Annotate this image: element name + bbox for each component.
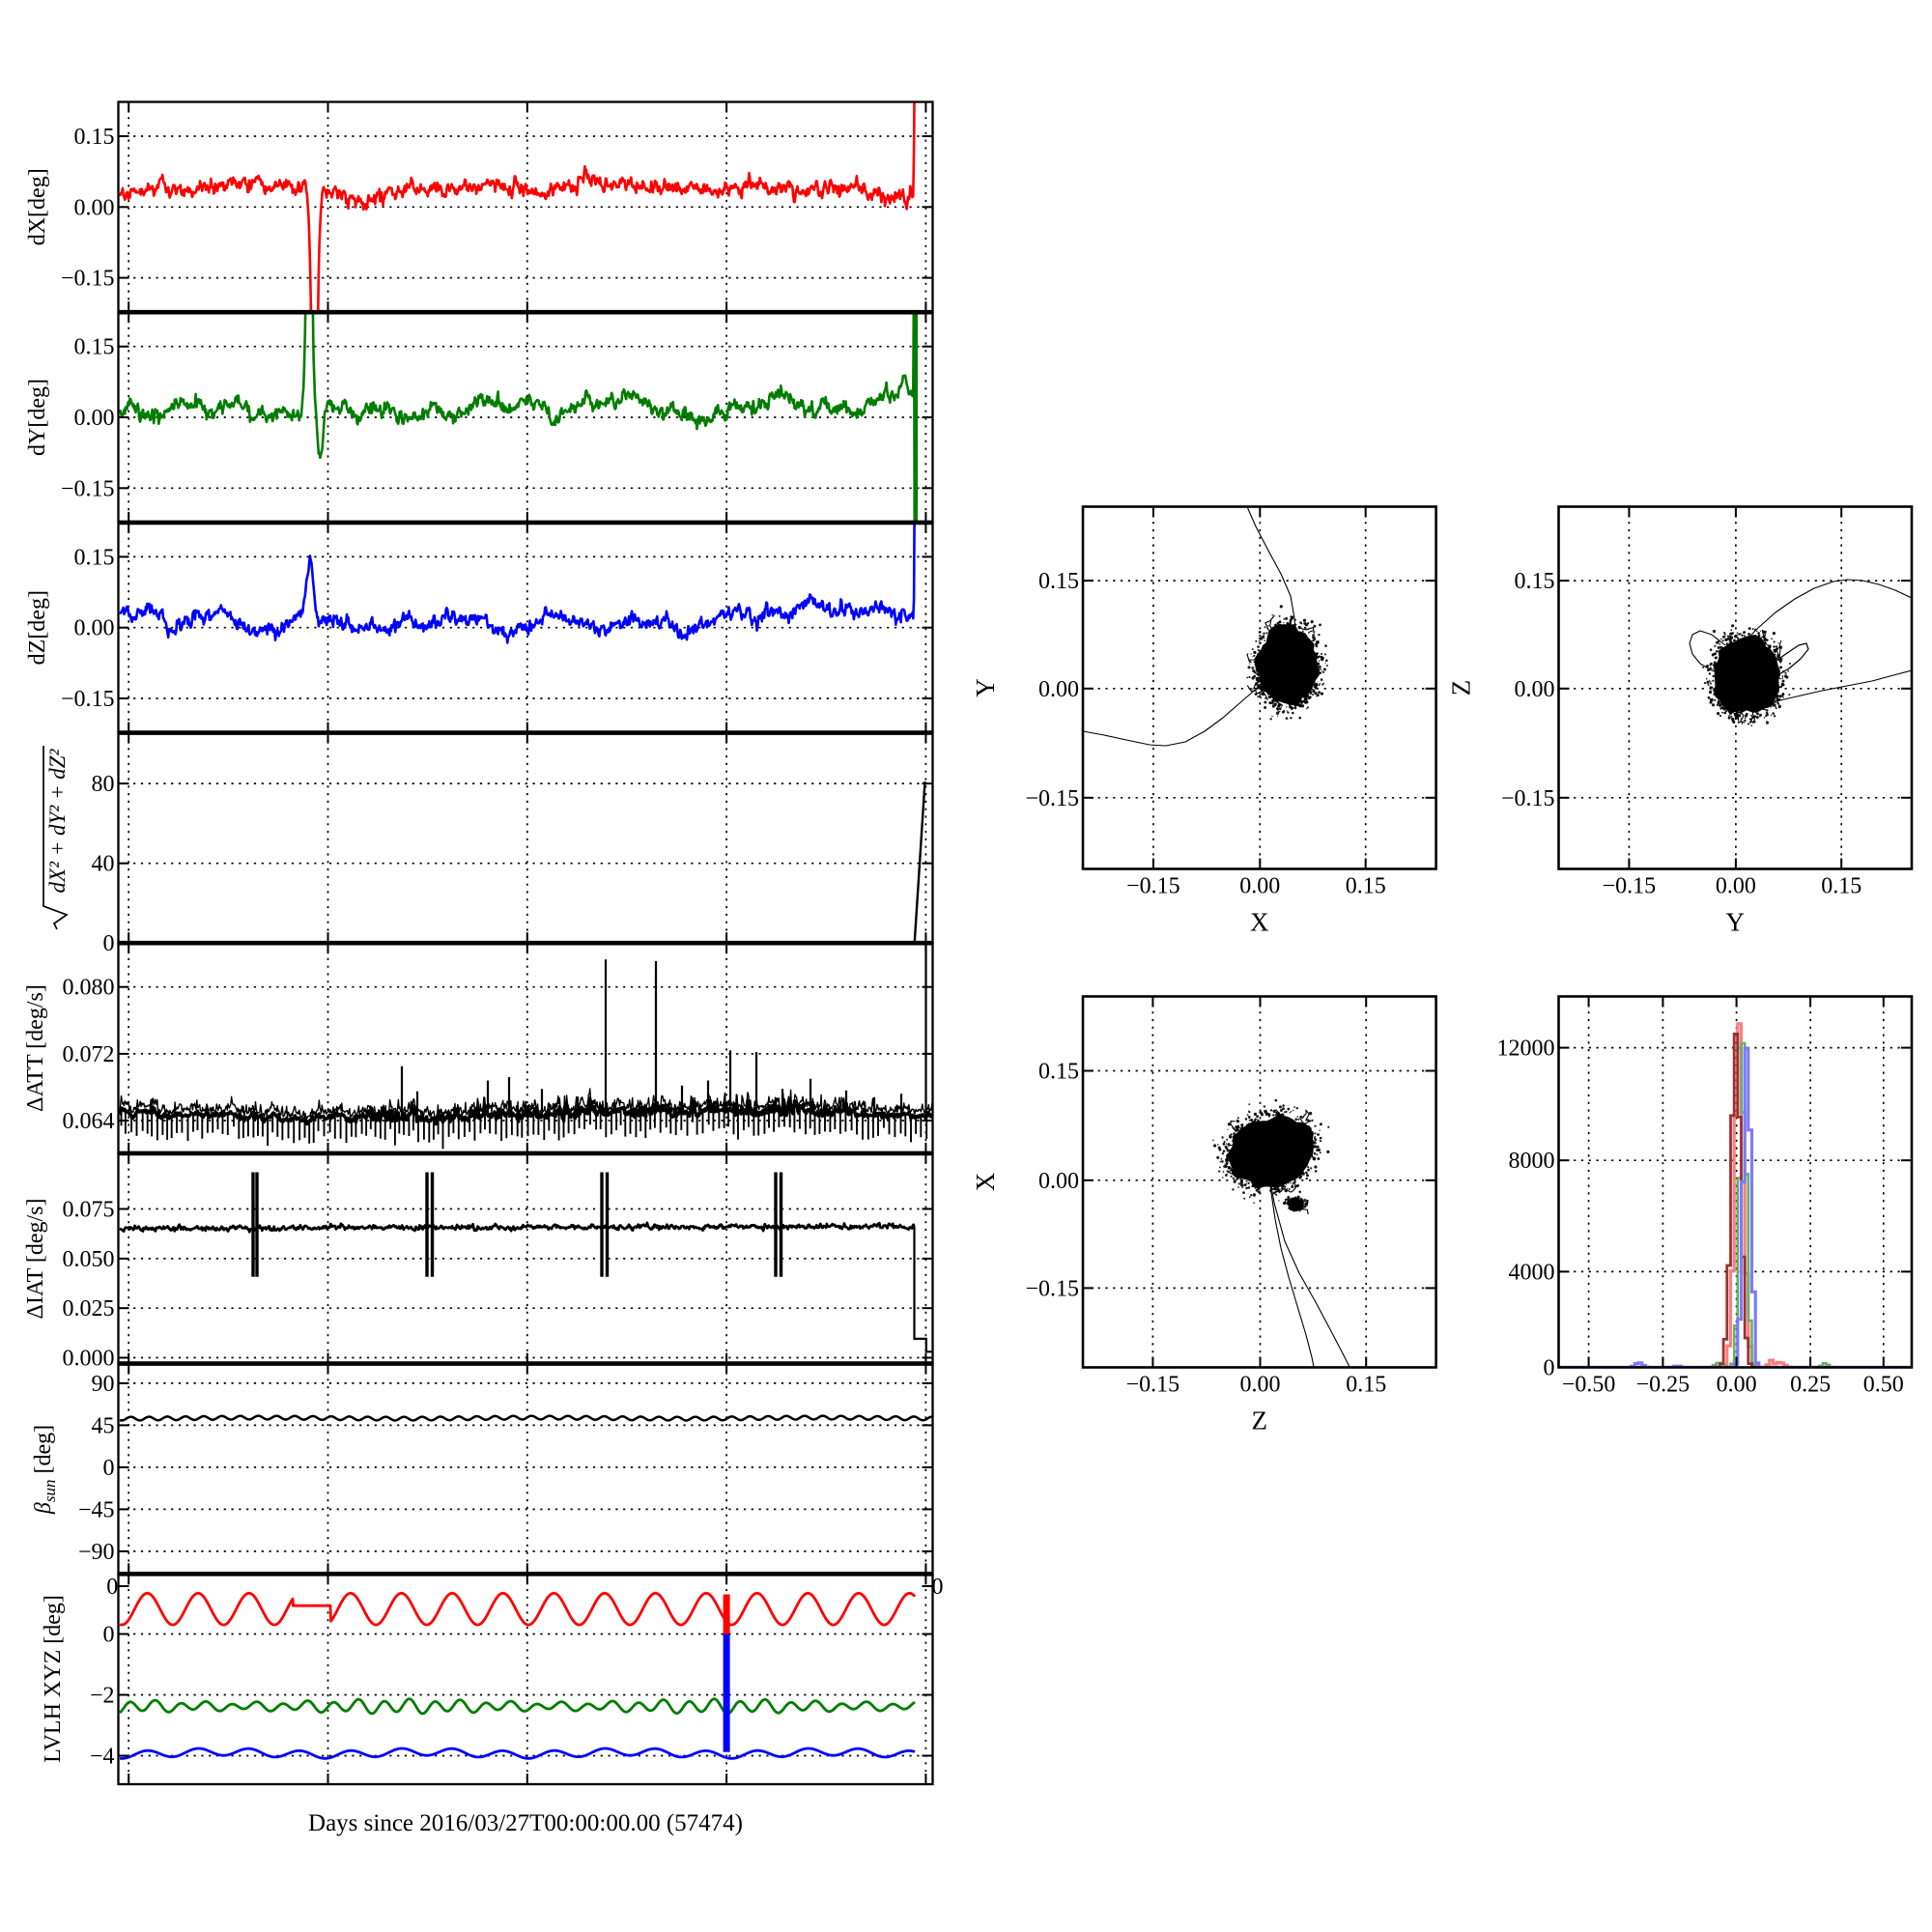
svg-text:0.15: 0.15 [1821, 874, 1861, 899]
svg-text:dZ[deg]: dZ[deg] [25, 590, 50, 665]
svg-text:0.00: 0.00 [74, 616, 115, 641]
svg-text:X: X [971, 1172, 1000, 1191]
svg-text:4000: 4000 [1509, 1260, 1555, 1285]
svg-text:0.00: 0.00 [1515, 677, 1555, 702]
svg-text:0.00: 0.00 [1240, 1373, 1281, 1398]
svg-text:0.000: 0.000 [63, 1347, 115, 1372]
svg-text:−0.15: −0.15 [61, 687, 115, 712]
svg-text:0: 0 [103, 931, 115, 956]
svg-text:−0.15: −0.15 [61, 476, 115, 501]
svg-text:0.15: 0.15 [74, 125, 115, 150]
svg-text:0.064: 0.064 [63, 1109, 115, 1134]
svg-text:0: 0 [932, 1575, 944, 1600]
svg-text:0.075: 0.075 [63, 1198, 115, 1223]
svg-text:0.15: 0.15 [74, 545, 115, 570]
svg-text:0.00: 0.00 [74, 195, 115, 220]
svg-text:0: 0 [1544, 1356, 1555, 1381]
svg-text:−45: −45 [78, 1497, 115, 1522]
svg-text:−0.15: −0.15 [1126, 1373, 1180, 1398]
svg-text:45: 45 [92, 1413, 115, 1438]
svg-text:80: 80 [92, 772, 115, 797]
svg-text:0.15: 0.15 [1346, 874, 1386, 899]
svg-text:−0.25: −0.25 [1636, 1373, 1690, 1398]
svg-text:X: X [1250, 908, 1269, 937]
svg-text:dY[deg]: dY[deg] [25, 379, 50, 456]
svg-text:0.00: 0.00 [1716, 874, 1756, 899]
svg-text:0: 0 [103, 1623, 115, 1648]
svg-text:−2: −2 [90, 1684, 115, 1709]
svg-text:0: 0 [103, 1456, 115, 1481]
svg-text:ΔIAT [deg/s]: ΔIAT [deg/s] [23, 1199, 48, 1320]
svg-text:−0.50: −0.50 [1562, 1373, 1616, 1398]
svg-text:−0.15: −0.15 [1126, 874, 1180, 899]
svg-text:0.00: 0.00 [1239, 874, 1280, 899]
svg-text:βsun [deg]: βsun [deg] [31, 1425, 59, 1515]
svg-text:ΔATT [deg/s]: ΔATT [deg/s] [23, 984, 48, 1112]
svg-text:dX[deg]: dX[deg] [25, 168, 50, 245]
svg-text:0.072: 0.072 [63, 1042, 115, 1067]
svg-text:Z: Z [1447, 680, 1476, 696]
svg-text:40: 40 [92, 852, 115, 877]
svg-text:0.15: 0.15 [1515, 569, 1555, 594]
svg-text:Y: Y [971, 678, 1000, 697]
svg-text:8000: 8000 [1509, 1149, 1555, 1174]
svg-text:0.00: 0.00 [74, 406, 115, 431]
svg-text:Days since 2016/03/27T00:00:00: Days since 2016/03/27T00:00:00.00 (57474… [308, 1810, 743, 1836]
svg-text:−0.15: −0.15 [61, 267, 115, 292]
svg-text:dX² + dY² + dZ²: dX² + dY² + dZ² [45, 748, 70, 893]
svg-text:90: 90 [92, 1372, 115, 1397]
svg-text:−90: −90 [78, 1540, 115, 1565]
svg-text:0.15: 0.15 [1346, 1373, 1386, 1398]
svg-text:0.15: 0.15 [1038, 1060, 1079, 1085]
svg-text:0: 0 [106, 1575, 118, 1600]
svg-text:0.15: 0.15 [1038, 569, 1079, 594]
svg-text:−4: −4 [90, 1745, 115, 1770]
svg-text:−0.15: −0.15 [1501, 786, 1555, 811]
svg-text:0.025: 0.025 [63, 1296, 115, 1321]
svg-text:0.15: 0.15 [74, 335, 115, 360]
svg-text:−0.15: −0.15 [1603, 874, 1657, 899]
svg-text:0.50: 0.50 [1863, 1373, 1904, 1398]
svg-text:0.00: 0.00 [1717, 1373, 1757, 1398]
svg-text:−0.15: −0.15 [1025, 786, 1079, 811]
svg-text:0.080: 0.080 [63, 976, 115, 1001]
svg-text:Y: Y [1725, 908, 1745, 937]
svg-text:12000: 12000 [1497, 1037, 1555, 1062]
svg-text:0.00: 0.00 [1038, 677, 1079, 702]
svg-text:0.00: 0.00 [1038, 1169, 1079, 1194]
svg-text:−0.15: −0.15 [1025, 1276, 1079, 1301]
svg-text:0.050: 0.050 [63, 1247, 115, 1272]
svg-text:0.25: 0.25 [1790, 1373, 1831, 1398]
svg-text:Z: Z [1252, 1406, 1268, 1435]
svg-text:LVLH XYZ [deg]: LVLH XYZ [deg] [41, 1595, 66, 1763]
